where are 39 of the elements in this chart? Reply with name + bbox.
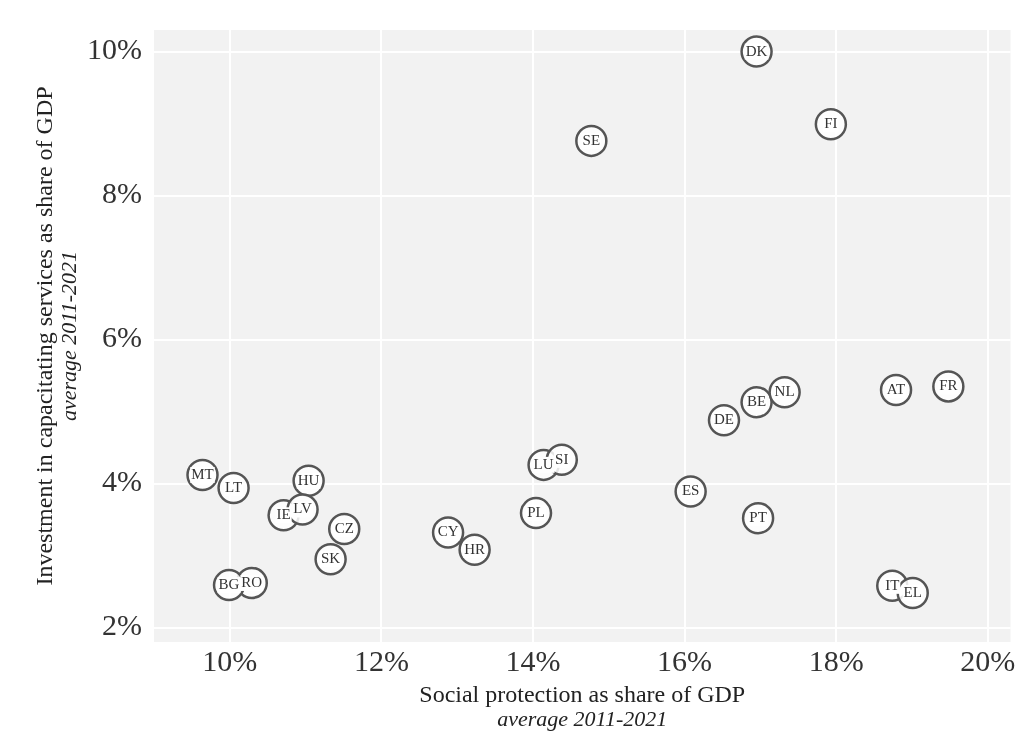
y-tick-label: 8% xyxy=(101,176,142,210)
annotation: MT xyxy=(191,465,214,482)
y-tick-label: 2% xyxy=(101,608,142,642)
annotation: HU xyxy=(297,471,320,488)
annotation: PL xyxy=(527,504,545,521)
y-tick-label: 4% xyxy=(101,464,142,498)
annotation: DK xyxy=(745,42,768,59)
x-tick-label: 14% xyxy=(505,643,561,677)
annotation: CY xyxy=(437,523,459,540)
annotation: AT xyxy=(886,380,906,397)
y-axis-title: Investment in capacitating services as share of GDP average 2011-2021 xyxy=(31,86,81,586)
annotation: NL xyxy=(774,383,795,400)
x-tick-label: 20% xyxy=(960,643,1016,677)
annotation: SI xyxy=(555,450,569,467)
annotation: LU xyxy=(533,455,554,472)
annotation: FR xyxy=(939,377,958,394)
annotation: HR xyxy=(464,540,486,557)
x-axis-title: Social protection as share of GDP average 2011-2021 xyxy=(419,681,746,731)
annotation: FI xyxy=(824,115,838,132)
annotation: BE xyxy=(746,393,767,410)
y-tick-label: 6% xyxy=(101,320,142,354)
annotation: RO xyxy=(241,573,263,590)
annotation: DE xyxy=(713,411,734,428)
y-tick-label: 10% xyxy=(86,32,142,66)
annotation: PT xyxy=(749,509,767,526)
x-tick-label: 16% xyxy=(657,643,713,677)
annotation: LT xyxy=(225,478,243,495)
x-tick-label: 10% xyxy=(202,643,258,677)
annotation: ES xyxy=(681,482,700,499)
x-tick-label: 18% xyxy=(808,643,864,677)
annotation: BG xyxy=(218,576,240,593)
annotation: SK xyxy=(321,550,341,567)
annotation: CZ xyxy=(334,519,354,536)
annotation: SE xyxy=(582,131,601,148)
annotation: IE xyxy=(276,506,291,523)
annotation: LV xyxy=(293,500,313,517)
x-tick-label: 12% xyxy=(353,643,409,677)
annotation: IT xyxy=(885,576,900,593)
annotation: EL xyxy=(903,583,922,600)
